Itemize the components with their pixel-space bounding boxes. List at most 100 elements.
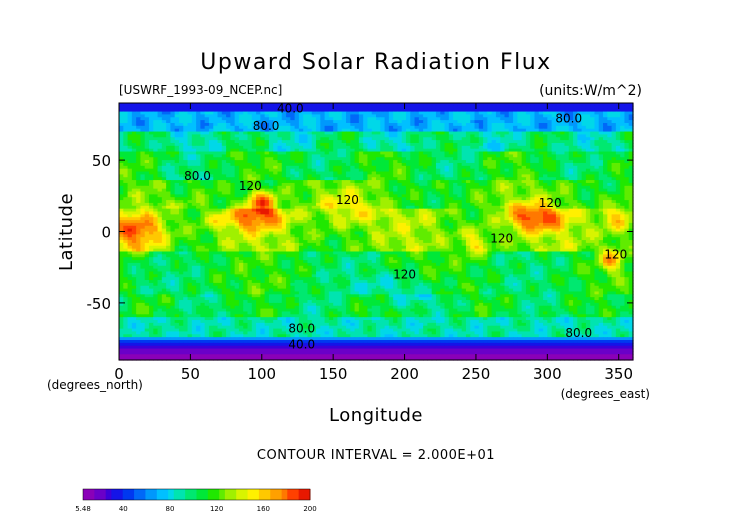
heatmap-cell <box>123 108 129 113</box>
heatmap-cell <box>277 160 283 164</box>
heatmap-cell <box>153 185 159 190</box>
heatmap-cell <box>183 134 189 138</box>
heatmap-cell <box>298 157 304 161</box>
heatmap-cell <box>504 208 510 213</box>
heatmap-cell <box>538 128 544 133</box>
heatmap-cell <box>187 200 193 204</box>
heatmap-cell <box>530 182 536 187</box>
heatmap-cell <box>234 220 240 224</box>
heatmap-cell <box>311 202 317 207</box>
heatmap-cell <box>414 145 420 150</box>
heatmap-cell <box>234 154 240 158</box>
heatmap-cell <box>491 211 497 215</box>
heatmap-cell <box>320 131 326 136</box>
heatmap-cell <box>196 128 201 133</box>
heatmap-cell <box>427 171 433 175</box>
heatmap-cell <box>148 217 154 221</box>
heatmap-cell <box>161 194 167 198</box>
heatmap-cell <box>174 128 180 133</box>
heatmap-cell <box>157 125 163 130</box>
heatmap-cell <box>504 200 510 204</box>
heatmap-cell <box>251 125 257 130</box>
heatmap-cell <box>208 211 214 215</box>
heatmap-cell <box>474 208 480 213</box>
heatmap-cell <box>358 108 364 113</box>
heatmap-cell <box>166 217 171 221</box>
heatmap-cell <box>123 145 129 150</box>
heatmap-cell <box>538 211 544 215</box>
heatmap-cell <box>594 205 600 210</box>
heatmap-cell <box>547 114 553 118</box>
heatmap-cell <box>603 185 608 190</box>
heatmap-cell <box>598 168 604 173</box>
heatmap-cell <box>174 117 180 121</box>
heatmap-cell <box>200 140 206 144</box>
heatmap-cell <box>136 105 142 110</box>
heatmap-cell <box>500 168 506 173</box>
heatmap-cell <box>414 168 420 173</box>
heatmap-cell <box>127 168 133 173</box>
heatmap-cell <box>286 205 291 210</box>
heatmap-cell <box>346 103 351 107</box>
heatmap-cell <box>204 200 210 204</box>
heatmap-cell <box>346 177 351 181</box>
heatmap-cell <box>127 142 133 147</box>
heatmap-cell <box>251 214 257 218</box>
heatmap-cell <box>268 125 274 130</box>
heatmap-cell <box>427 191 433 195</box>
heatmap-cell <box>350 142 356 147</box>
heatmap-cell <box>350 160 356 164</box>
heatmap-cell <box>247 103 253 107</box>
heatmap-cell <box>448 140 454 144</box>
heatmap-cell <box>281 122 287 127</box>
heatmap-cell <box>530 128 536 133</box>
heatmap-cell <box>247 208 253 213</box>
heatmap-cell <box>504 217 510 221</box>
heatmap-cell <box>435 202 441 207</box>
heatmap-cell <box>286 194 291 198</box>
heatmap-cell <box>161 108 167 113</box>
heatmap-cell <box>376 211 381 215</box>
heatmap-cell <box>234 122 240 127</box>
heatmap-cell <box>474 188 480 193</box>
heatmap-cell <box>119 174 124 178</box>
heatmap-cell <box>435 180 441 184</box>
heatmap-cell <box>363 103 369 107</box>
heatmap-cell <box>170 128 176 133</box>
heatmap-cell <box>363 131 369 136</box>
heatmap-cell <box>148 103 154 107</box>
heatmap-cell <box>187 162 193 167</box>
heatmap-cell <box>230 137 236 141</box>
heatmap-cell <box>277 194 283 198</box>
heatmap-cell <box>196 151 201 155</box>
heatmap-cell <box>341 200 347 204</box>
heatmap-cell <box>568 194 574 198</box>
heatmap-cell <box>453 157 458 161</box>
heatmap-cell <box>341 182 347 187</box>
heatmap-cell <box>371 205 377 210</box>
heatmap-cell <box>187 120 193 124</box>
heatmap-cell <box>191 171 197 175</box>
heatmap-cell <box>564 122 570 127</box>
heatmap-cell <box>123 200 129 204</box>
heatmap-cell <box>256 208 261 213</box>
heatmap-cell <box>281 131 287 136</box>
heatmap-cell <box>508 148 514 153</box>
heatmap-cell <box>491 151 497 155</box>
heatmap-cell <box>478 117 484 121</box>
heatmap-cell <box>457 111 463 116</box>
heatmap-cell <box>226 145 231 150</box>
heatmap-cell <box>594 114 600 118</box>
heatmap-cell <box>418 208 424 213</box>
heatmap-cell <box>551 214 557 218</box>
heatmap-cell <box>577 197 583 201</box>
heatmap-cell <box>393 162 399 167</box>
heatmap-cell <box>504 177 510 181</box>
heatmap-cell <box>384 180 390 184</box>
heatmap-cell <box>513 180 518 184</box>
heatmap-cell <box>230 162 236 167</box>
heatmap-cell <box>226 157 231 161</box>
heatmap-cell <box>290 165 296 170</box>
heatmap-cell <box>337 125 343 130</box>
heatmap-cell <box>380 194 386 198</box>
